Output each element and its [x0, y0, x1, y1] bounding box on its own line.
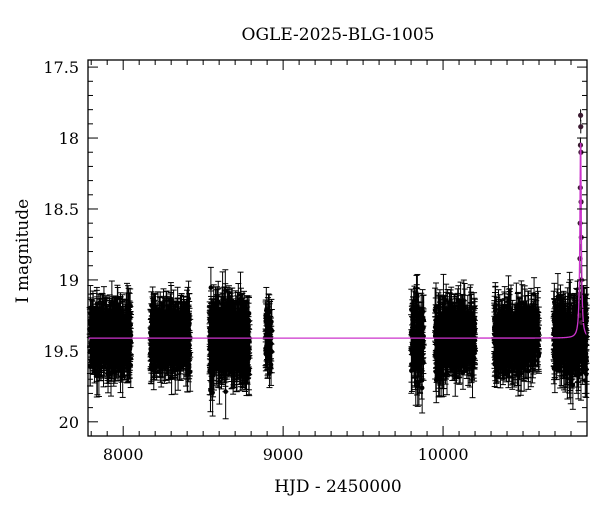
point-marker: [104, 340, 109, 345]
point-marker: [149, 303, 154, 308]
point-marker: [103, 346, 108, 351]
point-marker: [110, 340, 115, 345]
point-marker: [118, 328, 123, 333]
point-marker: [187, 313, 192, 318]
chart-title: OGLE-2025-BLG-1005: [242, 25, 435, 45]
point-marker: [185, 370, 190, 375]
point-marker: [184, 333, 189, 338]
point-marker: [99, 353, 104, 358]
point-marker: [128, 315, 133, 320]
point-marker: [98, 317, 103, 322]
point-marker: [89, 323, 94, 328]
photometry-points: [87, 109, 590, 418]
point-marker: [119, 340, 124, 345]
point-marker: [91, 331, 96, 336]
point-marker: [114, 325, 119, 330]
point-marker: [124, 325, 129, 330]
point-marker: [127, 357, 132, 362]
point-marker: [120, 374, 125, 379]
